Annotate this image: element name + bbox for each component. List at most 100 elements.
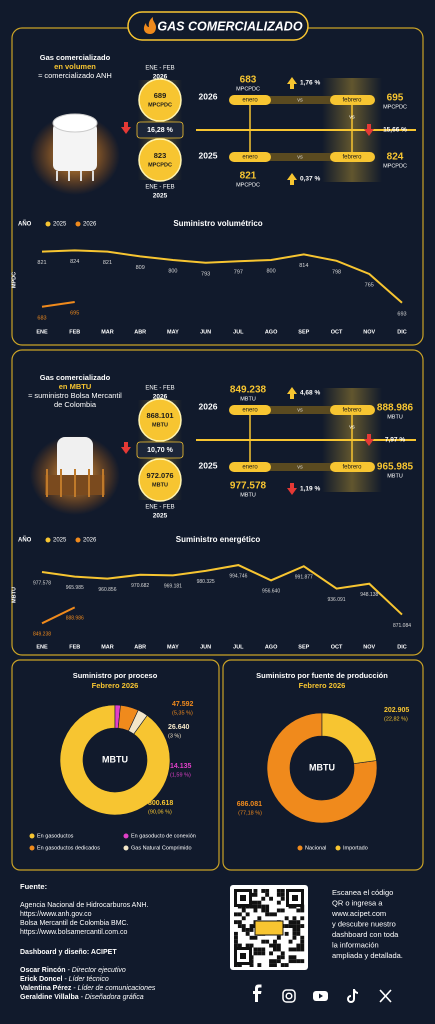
center-label: MBTU	[102, 754, 128, 764]
qr-module	[249, 924, 254, 928]
bar-track	[268, 96, 334, 104]
qr-module	[276, 955, 281, 960]
panel	[222, 659, 424, 871]
qr-module	[269, 963, 273, 967]
arrow-icon	[287, 483, 297, 495]
data-label: 797	[234, 270, 243, 276]
qr-module	[280, 951, 285, 956]
arrow-icon	[364, 124, 374, 136]
qr-module	[276, 892, 281, 897]
unit: MPCPDC	[236, 182, 260, 188]
month-value: 849.238	[230, 385, 267, 396]
legend-label: 2026	[83, 538, 97, 544]
data-label: 800.618	[148, 800, 173, 807]
legend-label: En gasoducto de conexión	[131, 833, 196, 839]
data-label: 991.877	[295, 575, 313, 581]
qr-logo	[254, 920, 284, 936]
label: ENE - FEB	[145, 185, 174, 191]
legend-swatch	[123, 845, 129, 851]
credit-line: Valentina Pérez - Líder de comunicacione…	[20, 985, 156, 992]
qr-module	[273, 959, 277, 964]
data-label: 849.238	[33, 632, 51, 638]
qr-module	[296, 928, 301, 932]
x-tick-label: AGO	[265, 329, 278, 335]
data-label: 695	[70, 310, 79, 316]
share-label: (90,06 %)	[148, 809, 172, 815]
summary-unit: MBTU	[152, 482, 168, 488]
qr-module	[257, 947, 262, 952]
legend-label: Importado	[343, 845, 368, 851]
qr-module	[237, 924, 242, 928]
x-tick-label: ABR	[134, 644, 146, 650]
qr-module	[237, 920, 242, 925]
data-label: 800	[168, 268, 177, 274]
section-title: ≈ suministro Bolsa Mercantil	[28, 391, 122, 400]
label: vs	[349, 424, 355, 430]
label: febrero	[342, 465, 362, 471]
qr-module	[249, 935, 254, 940]
qr-module	[241, 924, 246, 928]
label: vs	[297, 97, 303, 103]
qr-module	[296, 920, 301, 925]
label: vs	[297, 407, 303, 413]
person-role: - Diseñadora gráfica	[79, 994, 144, 1001]
qr-module	[265, 908, 270, 913]
legend-swatch	[335, 845, 341, 851]
qr-module	[257, 916, 262, 921]
qr-module	[261, 908, 266, 913]
arrow-icon	[287, 173, 297, 185]
y-axis-label: MBTU	[11, 587, 17, 603]
summary-value: 972.076	[146, 471, 173, 480]
qr-text: y descubre nuestro	[332, 919, 396, 928]
qr-module	[261, 889, 266, 893]
header-title: GAS COMERCIALIZADO	[157, 19, 302, 33]
qr-module	[261, 947, 266, 952]
qr-module	[245, 928, 250, 932]
qr-module	[284, 963, 289, 967]
qr-module	[292, 959, 297, 964]
data-label: 980.325	[197, 579, 215, 585]
data-label: 824	[70, 259, 79, 265]
qr-module	[265, 912, 270, 917]
legend-label: En gasoductos dedicados	[37, 845, 100, 851]
legend-swatch	[45, 537, 51, 543]
data-label: 686.081	[237, 801, 262, 808]
label: vs	[297, 154, 303, 160]
arrow-icon	[121, 442, 131, 454]
qr-module	[234, 912, 238, 917]
qr-module	[253, 892, 258, 897]
x-tick-label: SEP	[298, 329, 309, 335]
section-title: Gas comercializado	[40, 53, 111, 62]
data-label: 965.985	[66, 585, 84, 591]
x-tick-label: MAR	[101, 644, 114, 650]
qr-finder	[292, 895, 298, 901]
flame-icon	[143, 17, 156, 34]
legend-swatch	[297, 845, 303, 851]
data-label: 793	[201, 271, 210, 277]
unit: MBTU	[240, 396, 256, 402]
legend-label: 2025	[53, 222, 67, 228]
source-line: https://www.bolsamercantil.com.co	[20, 929, 127, 936]
panel	[11, 349, 424, 656]
label: ENE - FEB	[145, 386, 174, 392]
qr-module	[253, 908, 258, 913]
pill	[330, 95, 375, 105]
person-name: Valentina Pérez	[20, 985, 72, 992]
qr-module	[269, 959, 273, 964]
share-label: (77,18 %)	[238, 810, 262, 816]
month-change: 0,37 %	[300, 176, 320, 183]
donut-segment	[59, 704, 171, 816]
pill	[229, 95, 271, 105]
summary-value: 689	[154, 91, 167, 100]
data-label: 994.746	[229, 573, 247, 579]
arrow-icon	[364, 434, 374, 446]
label: febrero	[342, 98, 362, 104]
qr-module	[276, 908, 281, 913]
qr-module	[292, 931, 297, 936]
qr-module	[288, 955, 293, 960]
qr-module	[265, 889, 270, 893]
qr-module	[265, 939, 270, 944]
x-tick-label: FEB	[69, 644, 80, 650]
x-tick-label: FEB	[69, 329, 80, 335]
data-label: 26.640	[168, 724, 190, 731]
